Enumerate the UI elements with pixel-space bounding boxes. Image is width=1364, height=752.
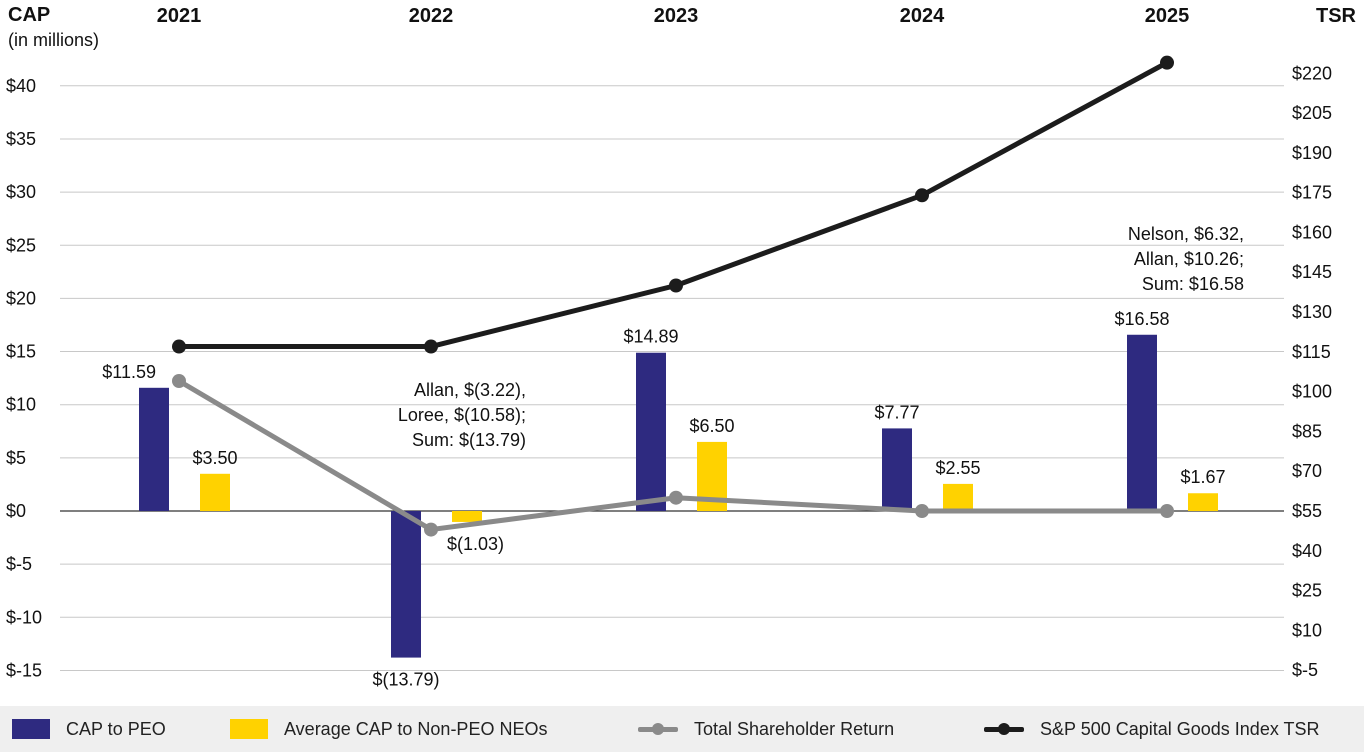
right-tick-label: $115 bbox=[1292, 342, 1331, 362]
right-tick-label: $-5 bbox=[1292, 660, 1318, 680]
line-point-2021 bbox=[172, 374, 186, 389]
left-tick-label: $25 bbox=[6, 235, 36, 255]
line-point-2022 bbox=[424, 522, 438, 537]
right-tick-label: $220 bbox=[1292, 63, 1332, 83]
bar-label-neo-2024: $2.55 bbox=[935, 458, 980, 478]
right-tick-label: $145 bbox=[1292, 262, 1332, 282]
line-s-p-500-capital-goods-index-tsr bbox=[179, 60, 1169, 350]
legend-item-peo: CAP to PEO bbox=[12, 706, 166, 752]
line-point-2023 bbox=[669, 278, 683, 293]
annotations: Allan, $(3.22), Loree, $(10.58); Sum: $(13… bbox=[398, 224, 1244, 450]
left-tick-label: $15 bbox=[6, 342, 36, 362]
left-tick-label: $-15 bbox=[6, 660, 42, 680]
legend-item-neo: Average CAP to Non-PEO NEOs bbox=[230, 706, 547, 752]
left-tick-label: $35 bbox=[6, 129, 36, 149]
line-total-shareholder-return bbox=[177, 378, 1167, 533]
bar-neo-2022 bbox=[452, 511, 482, 522]
right-tick-label: $100 bbox=[1292, 382, 1332, 402]
bar-label-peo-2021: $11.59 bbox=[102, 362, 156, 382]
bar-neo-2021 bbox=[200, 473, 230, 511]
bar-peo-2022 bbox=[391, 511, 421, 658]
line-point-2024 bbox=[915, 188, 929, 203]
left-axis-ticks: $40 $35 $30 $25 $20 $15 $10 $5 $0 $-5 $-10 $-15 bbox=[6, 76, 42, 681]
annotation-2022: Allan, $(3.22), bbox=[414, 380, 526, 400]
legend-item-tsr: Total Shareholder Return bbox=[638, 706, 894, 752]
year-header-2023: 2023 bbox=[654, 5, 699, 27]
bar-label-neo-2023: $6.50 bbox=[689, 416, 734, 436]
left-axis-subtitle: (in millions) bbox=[8, 30, 99, 50]
legend-label-peo: CAP to PEO bbox=[66, 718, 166, 739]
left-tick-label: $-5 bbox=[6, 554, 32, 574]
right-tick-label: $10 bbox=[1292, 620, 1322, 640]
line-point-2023 bbox=[669, 490, 683, 505]
left-tick-label: $5 bbox=[6, 448, 26, 468]
bars bbox=[139, 334, 1218, 658]
annotation-2025: Allan, $10.26; bbox=[1134, 249, 1244, 269]
line-point-2025 bbox=[1160, 55, 1174, 70]
bar-neo-2025 bbox=[1188, 493, 1218, 511]
year-header-2022: 2022 bbox=[409, 5, 454, 27]
line-point-2021 bbox=[172, 339, 186, 354]
legend-item-index: S&P 500 Capital Goods Index TSR bbox=[984, 706, 1320, 752]
right-axis-title: TSR bbox=[1316, 5, 1357, 27]
left-tick-label: $-10 bbox=[6, 607, 42, 627]
bar-label-neo-2025: $1.67 bbox=[1180, 467, 1225, 487]
annotation-2025: Sum: $16.58 bbox=[1142, 274, 1244, 294]
year-header-2021: 2021 bbox=[157, 5, 202, 27]
legend-swatch-index bbox=[984, 719, 1024, 739]
legend-swatch-peo bbox=[12, 719, 50, 739]
line-point-2024 bbox=[915, 504, 929, 518]
legend-swatch-tsr bbox=[638, 719, 678, 739]
right-tick-label: $130 bbox=[1292, 302, 1332, 322]
bar-peo-2025 bbox=[1127, 334, 1157, 511]
legend-label-neo: Average CAP to Non-PEO NEOs bbox=[284, 718, 548, 739]
bar-peo-2021 bbox=[139, 387, 169, 511]
cap-vs-tsr-chart: $11.59 $(13.79) $14.89 $7.77 $16.58 $3.50 $(1.… bbox=[6, 4, 1357, 690]
left-axis-title: CAP bbox=[8, 4, 50, 26]
right-tick-label: $205 bbox=[1292, 103, 1332, 123]
bar-label-neo-2022: $(1.03) bbox=[447, 534, 504, 554]
legend-label-index: S&P 500 Capital Goods Index TSR bbox=[1040, 718, 1320, 739]
bar-neo-2024 bbox=[943, 483, 973, 511]
bar-label-peo-2023: $14.89 bbox=[623, 327, 678, 347]
line-point-2022 bbox=[424, 339, 438, 354]
left-tick-label: $0 bbox=[6, 501, 26, 521]
right-tick-label: $40 bbox=[1292, 541, 1322, 561]
line-point-2025 bbox=[1160, 504, 1174, 518]
year-header-2025: 2025 bbox=[1145, 5, 1190, 27]
annotation-2025: Nelson, $6.32, bbox=[1128, 224, 1244, 244]
annotation-2022: Loree, $(10.58); bbox=[398, 405, 526, 425]
right-tick-label: $55 bbox=[1292, 501, 1322, 521]
lines bbox=[172, 55, 1174, 537]
bar-label-peo-2022: $(13.79) bbox=[372, 670, 439, 690]
left-tick-label: $30 bbox=[6, 182, 36, 202]
right-tick-label: $175 bbox=[1292, 183, 1332, 203]
year-headers: 2021 2022 2023 2024 2025 bbox=[157, 5, 1190, 27]
left-tick-label: $40 bbox=[6, 76, 36, 96]
bar-peo-2023 bbox=[636, 352, 666, 511]
gridlines bbox=[60, 85, 1284, 671]
right-tick-label: $25 bbox=[1292, 581, 1322, 601]
bar-peo-2024 bbox=[882, 428, 912, 511]
annotation-2022: Sum: $(13.79) bbox=[412, 430, 526, 450]
bar-label-neo-2021: $3.50 bbox=[192, 448, 237, 468]
right-tick-label: $160 bbox=[1292, 222, 1332, 242]
left-tick-label: $10 bbox=[6, 395, 36, 415]
bar-labels: $11.59 $(13.79) $14.89 $7.77 $16.58 $3.50 $(1.… bbox=[102, 309, 1225, 690]
bar-label-peo-2024: $7.77 bbox=[874, 402, 919, 422]
bar-label-peo-2025: $16.58 bbox=[1114, 309, 1169, 329]
legend-label-tsr: Total Shareholder Return bbox=[694, 718, 895, 739]
right-tick-label: $70 bbox=[1292, 461, 1322, 481]
right-tick-label: $85 bbox=[1292, 421, 1322, 441]
left-tick-label: $20 bbox=[6, 288, 36, 308]
right-axis-ticks: $220 $205 $190 $175 $160 $145 $130 $115 $100 $85 $… bbox=[1292, 63, 1332, 680]
year-header-2024: 2024 bbox=[900, 5, 945, 27]
legend: CAP to PEO Average CAP to Non-PEO NEOs T… bbox=[0, 706, 1364, 752]
legend-swatch-neo bbox=[230, 719, 268, 739]
right-tick-label: $190 bbox=[1292, 143, 1332, 163]
